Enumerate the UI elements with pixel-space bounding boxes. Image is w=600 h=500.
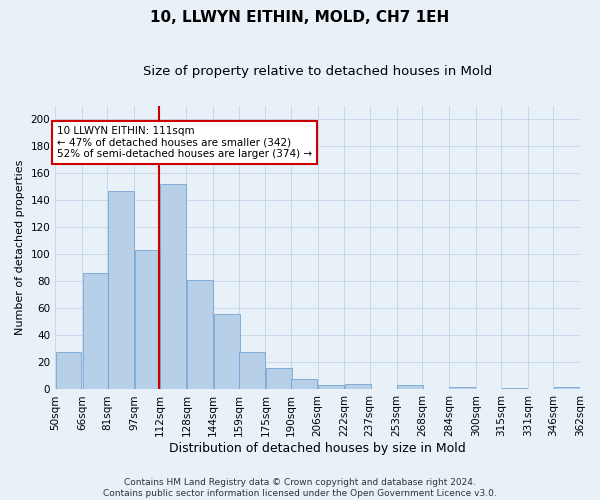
Bar — [554, 387, 580, 390]
Bar — [83, 273, 109, 390]
Bar — [108, 190, 134, 390]
Bar — [187, 280, 212, 390]
Text: 10 LLWYN EITHIN: 111sqm
← 47% of detached houses are smaller (342)
52% of semi-d: 10 LLWYN EITHIN: 111sqm ← 47% of detache… — [57, 126, 312, 159]
Text: Contains HM Land Registry data © Crown copyright and database right 2024.
Contai: Contains HM Land Registry data © Crown c… — [103, 478, 497, 498]
Bar — [502, 388, 527, 390]
Bar — [160, 184, 186, 390]
Title: Size of property relative to detached houses in Mold: Size of property relative to detached ho… — [143, 65, 492, 78]
Bar — [214, 314, 239, 390]
X-axis label: Distribution of detached houses by size in Mold: Distribution of detached houses by size … — [169, 442, 466, 455]
Bar — [345, 384, 371, 390]
Bar — [239, 352, 265, 390]
Bar — [449, 387, 475, 390]
Y-axis label: Number of detached properties: Number of detached properties — [15, 160, 25, 335]
Bar — [318, 386, 344, 390]
Bar — [135, 250, 160, 390]
Bar — [292, 378, 317, 390]
Text: 10, LLWYN EITHIN, MOLD, CH7 1EH: 10, LLWYN EITHIN, MOLD, CH7 1EH — [151, 10, 449, 25]
Bar — [56, 352, 82, 390]
Bar — [397, 386, 423, 390]
Bar — [266, 368, 292, 390]
